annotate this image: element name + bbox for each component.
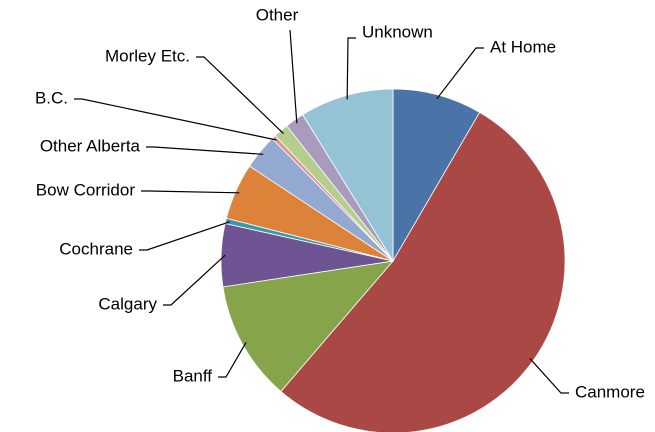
leader-line bbox=[218, 342, 247, 378]
leader-line bbox=[141, 190, 240, 194]
leader-line bbox=[346, 37, 356, 100]
slice-label: Canmore bbox=[575, 382, 645, 401]
slice-label: Other Alberta bbox=[40, 136, 141, 155]
leader-line bbox=[146, 146, 264, 155]
slice-label: B.C. bbox=[35, 88, 68, 107]
leader-line bbox=[289, 29, 298, 124]
slice-label: Unknown bbox=[362, 22, 433, 41]
pie-slice bbox=[280, 111, 566, 432]
slice-label: At Home bbox=[490, 37, 556, 56]
slice-label: Bow Corridor bbox=[36, 180, 136, 199]
leader-line bbox=[529, 358, 569, 394]
slice-label: Cochrane bbox=[59, 239, 133, 258]
leader-line bbox=[196, 56, 284, 135]
slice-label: Other bbox=[256, 5, 299, 24]
slice-label: Morley Etc. bbox=[105, 46, 190, 65]
leader-line bbox=[436, 47, 484, 100]
slice-label: Banff bbox=[173, 366, 213, 385]
leader-line bbox=[163, 254, 226, 306]
leader-line bbox=[74, 98, 277, 141]
pie-slice bbox=[392, 88, 481, 263]
slice-label: Calgary bbox=[98, 294, 157, 313]
leader-line bbox=[139, 221, 230, 251]
pie-slice bbox=[222, 260, 395, 393]
pie-slice bbox=[302, 88, 394, 263]
